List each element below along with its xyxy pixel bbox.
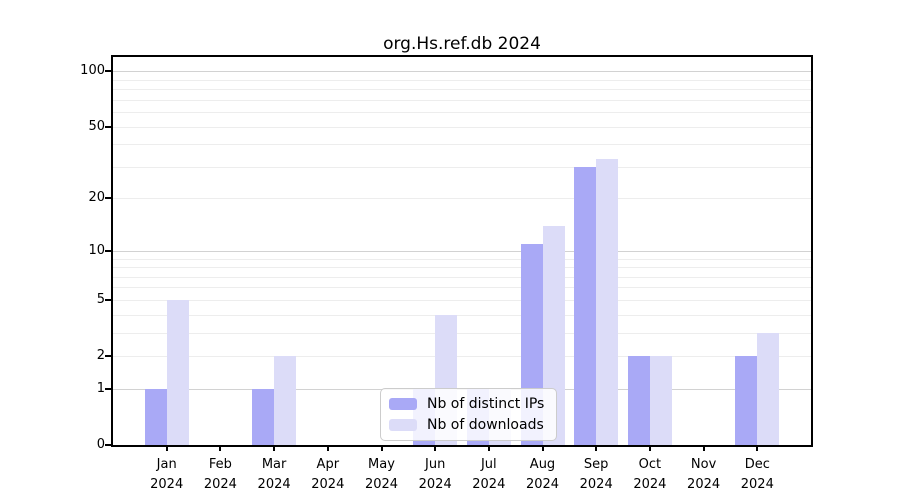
y-axis-tick <box>105 387 111 390</box>
bar-nb-of-distinct-ips <box>252 388 275 445</box>
y-axis-tick-label: 1 <box>96 380 105 396</box>
x-axis-tick-label: May 2024 <box>364 457 399 492</box>
gridline <box>113 332 811 334</box>
x-axis-tick <box>273 445 276 451</box>
x-axis-tick <box>434 445 437 451</box>
y-axis-tick <box>105 355 111 357</box>
x-axis-tick-label: Aug 2024 <box>525 457 560 492</box>
bar-nb-of-downloads <box>596 159 619 445</box>
bar-layer <box>113 57 811 445</box>
gridline <box>113 267 811 269</box>
bar-nb-of-downloads <box>649 356 672 445</box>
bar-nb-of-downloads <box>757 332 780 445</box>
gridline <box>113 89 811 91</box>
legend-swatch-nb-of-downloads <box>389 419 417 431</box>
y-axis-tick <box>105 125 111 128</box>
x-axis-tick-label: Mar 2024 <box>257 457 291 492</box>
gridline <box>113 250 811 252</box>
y-axis-tick-label: 5 <box>96 291 105 307</box>
x-axis-tick-label: Nov 2024 <box>687 457 721 492</box>
y-axis-tick <box>105 197 111 200</box>
gridline <box>113 166 811 168</box>
gridline <box>113 144 811 146</box>
legend-label: Nb of distinct IPs <box>427 396 545 412</box>
x-axis-tick <box>380 445 383 451</box>
x-axis-tick <box>648 445 651 451</box>
legend-row: Nb of distinct IPs <box>389 395 544 413</box>
y-axis-tick <box>105 444 111 446</box>
x-axis-tick-label: Jun 2024 <box>418 457 452 492</box>
x-axis-tick-label: Sep 2024 <box>579 457 613 492</box>
y-axis-tick-label: 0 <box>96 437 105 452</box>
y-axis-tick <box>105 70 111 73</box>
y-axis-tick-label: 50 <box>88 118 105 134</box>
x-axis-tick <box>595 445 598 451</box>
gridline <box>113 287 811 289</box>
gridline <box>113 356 811 357</box>
x-axis-tick <box>487 445 490 451</box>
y-axis-tick <box>105 249 111 252</box>
legend-label: Nb of downloads <box>427 417 544 433</box>
x-axis-tick-label: Dec 2024 <box>740 457 774 492</box>
x-axis-tick-label: Jan 2024 <box>150 457 184 492</box>
y-axis-tick-label: 20 <box>88 190 105 206</box>
gridline <box>113 126 811 128</box>
bar-nb-of-distinct-ips <box>735 356 758 445</box>
legend-swatch-nb-of-distinct-ips <box>389 398 417 410</box>
gridline <box>113 198 811 200</box>
gridline <box>113 276 811 278</box>
y-axis-tick-label: 100 <box>80 63 105 79</box>
y-axis-tick-label: 10 <box>88 242 105 258</box>
gridline <box>113 299 811 301</box>
x-axis-tick <box>219 445 222 451</box>
legend-row: Nb of downloads <box>389 416 544 434</box>
bar-nb-of-distinct-ips <box>144 388 167 445</box>
bar-nb-of-downloads <box>166 299 189 445</box>
x-axis-tick <box>326 445 329 451</box>
bar-nb-of-downloads <box>274 356 297 445</box>
legend: Nb of distinct IPs Nb of downloads <box>380 388 558 441</box>
x-axis-tick-label: Jul 2024 <box>472 457 506 492</box>
x-axis-tick <box>702 445 705 451</box>
grid-layer <box>113 57 811 445</box>
x-axis-tick <box>756 445 759 451</box>
gridline <box>113 314 811 316</box>
x-axis-tick-label: Feb 2024 <box>203 457 237 492</box>
gridline <box>113 258 811 260</box>
bar-nb-of-distinct-ips <box>627 356 650 445</box>
x-axis-tick-label: Oct 2024 <box>633 457 667 492</box>
x-axis-tick-label: Apr 2024 <box>311 457 345 492</box>
y-axis-tick <box>105 298 111 301</box>
gridline <box>113 99 811 101</box>
gridline <box>113 79 811 81</box>
plot-area: 0 1 2 5 10 20 50 100 Jan 2024 Feb 2024 Mar 2024 Apr… <box>80 55 813 492</box>
y-axis-tick-label: 2 <box>96 348 105 363</box>
gridline <box>113 112 811 114</box>
x-axis-tick <box>541 445 544 451</box>
gridline <box>113 71 811 73</box>
bar-nb-of-distinct-ips <box>574 166 597 445</box>
x-axis-tick <box>165 445 168 451</box>
chart-title: org.Hs.ref.db 2024 <box>383 34 541 54</box>
